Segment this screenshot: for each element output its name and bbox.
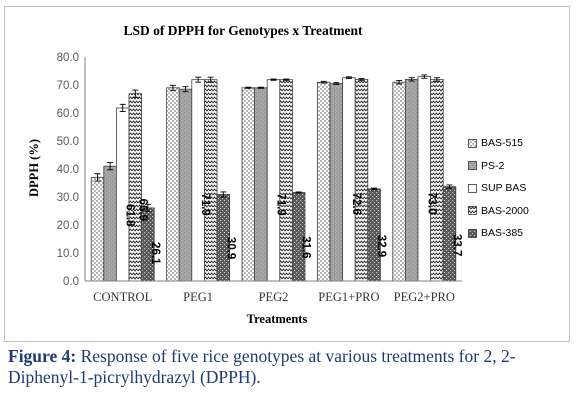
legend-swatch <box>468 228 477 238</box>
error-bar <box>220 191 227 198</box>
legend-item: PS-2 <box>468 155 529 178</box>
legend-swatch <box>468 138 477 148</box>
bar-sup-bas-peg1 <box>191 79 205 282</box>
data-label: 30.9 <box>224 237 236 259</box>
data-label: 32.9 <box>375 235 387 257</box>
bar-bas-2000-peg1-pro <box>354 79 369 282</box>
bar-ps-2-peg2 <box>254 87 268 282</box>
error-bar <box>345 76 352 80</box>
legend-label: SUP BAS <box>481 182 527 195</box>
y-tick-labels: 0.0 10.0 20.0 30.0 40.0 50.0 60.0 70.0 80.0 <box>57 52 79 288</box>
y-tick-label: 80.0 <box>57 52 79 64</box>
x-tick-label: PEG1 <box>183 290 213 304</box>
legend-label: PS-2 <box>481 159 505 172</box>
y-tick-label: 20.0 <box>57 220 79 232</box>
x-tick-label: CONTROL <box>93 290 152 304</box>
bar-sup-bas-control <box>116 107 130 282</box>
legend-label: BAS-385 <box>481 227 524 240</box>
bar-bas-2000-peg2 <box>279 79 293 282</box>
error-bar <box>107 162 114 171</box>
error-bar <box>270 78 277 81</box>
data-labels: 61.8 66.9 26.1 71.9 30.9 71.9 31.6 72.6 32.9 73.0… <box>124 192 463 265</box>
legend-label: BAS-2000 <box>481 204 529 217</box>
data-label: 71.9 <box>199 193 211 215</box>
y-tick-label: 70.0 <box>57 80 79 92</box>
error-bars <box>94 74 453 213</box>
bar-bas-2000-control <box>128 93 143 282</box>
error-bar <box>182 86 189 93</box>
y-axis-label: DPPH (%) <box>27 139 41 197</box>
data-label: 31.6 <box>300 236 312 258</box>
bar-sup-bas-peg2-pro <box>417 76 432 282</box>
data-label: 66.9 <box>136 199 148 221</box>
x-axis-label: Treatments <box>247 312 308 326</box>
x-tick-label: PEG2+PRO <box>394 290 455 304</box>
error-bar <box>207 76 214 83</box>
error-bar <box>295 191 302 194</box>
bar-sup-bas-peg1-pro <box>342 77 356 282</box>
y-tick-label: 30.0 <box>57 192 79 204</box>
error-bar <box>333 82 340 85</box>
chart-title: LSD of DPPH for Genotypes x Treatment <box>124 23 363 38</box>
legend-item: SUP BAS <box>468 177 529 200</box>
error-bar <box>94 173 101 182</box>
bar-bas-515-peg1 <box>166 87 180 282</box>
chart: LSD of DPPH for Genotypes x Treatment DP… <box>27 23 463 326</box>
y-tick-label: 40.0 <box>57 164 79 176</box>
figure-caption: Figure 4: Response of five rice genotype… <box>8 346 576 388</box>
bar-ps-2-peg2-pro <box>404 79 419 282</box>
error-bar <box>283 78 290 81</box>
data-label: 71.9 <box>275 193 287 215</box>
data-label: 72.6 <box>350 193 362 215</box>
error-bar <box>257 86 264 89</box>
error-bar <box>358 78 365 81</box>
caption-text: Response of five rice genotypes at vario… <box>8 346 516 387</box>
bar-ps-2-peg1 <box>178 88 193 282</box>
bar-ps-2-control <box>103 165 117 282</box>
bar-sup-bas-peg2 <box>266 79 281 282</box>
legend-label: BAS-515 <box>481 137 524 150</box>
bar-bas-515-peg2-pro <box>392 81 406 282</box>
legend-swatch <box>468 183 477 193</box>
legend: BAS-515 PS-2 SUP BAS BAS-2000 BAS-385 <box>468 132 529 245</box>
error-bar <box>446 184 453 189</box>
y-tick-label: 60.0 <box>57 108 79 120</box>
legend-swatch <box>468 206 477 216</box>
bar-ps-2-peg1-pro <box>329 83 344 282</box>
legend-swatch <box>468 161 477 171</box>
data-label: 61.8 <box>124 204 136 227</box>
data-label: 33.7 <box>451 234 463 256</box>
error-bar <box>320 80 327 84</box>
bar-bas-515-peg2 <box>241 87 256 282</box>
y-tick-label: 10.0 <box>57 248 79 260</box>
data-label: 73.0 <box>425 192 437 214</box>
error-bar <box>195 76 202 83</box>
bars <box>90 76 457 282</box>
legend-item: BAS-385 <box>468 222 529 245</box>
y-tick-label: 50.0 <box>57 136 79 148</box>
error-bar <box>433 77 440 82</box>
error-bar <box>396 80 403 85</box>
error-bar <box>119 103 126 113</box>
legend-item: BAS-515 <box>468 132 529 155</box>
bar-bas-515-peg1-pro <box>316 81 331 282</box>
x-tick-label: PEG2 <box>259 290 289 304</box>
error-bar <box>421 74 428 79</box>
y-tick-label: 0.0 <box>63 276 79 288</box>
x-tick-label: PEG1+PRO <box>318 290 379 304</box>
caption-label: Figure 4: <box>8 346 77 366</box>
bar-bas-2000-peg1 <box>203 79 218 282</box>
error-bar <box>169 84 176 91</box>
bar-bas-2000-peg2-pro <box>430 79 444 282</box>
x-tick-labels: CONTROL PEG1 PEG2 PEG1+PRO PEG2+PRO <box>93 290 455 304</box>
bar-bas-515-control <box>90 176 105 282</box>
error-bar <box>245 86 252 89</box>
error-bar <box>132 89 139 98</box>
error-bar <box>144 203 151 213</box>
error-bar <box>408 77 415 82</box>
legend-item: BAS-2000 <box>468 200 529 223</box>
data-label: 26.1 <box>149 242 161 265</box>
error-bar <box>371 187 378 191</box>
